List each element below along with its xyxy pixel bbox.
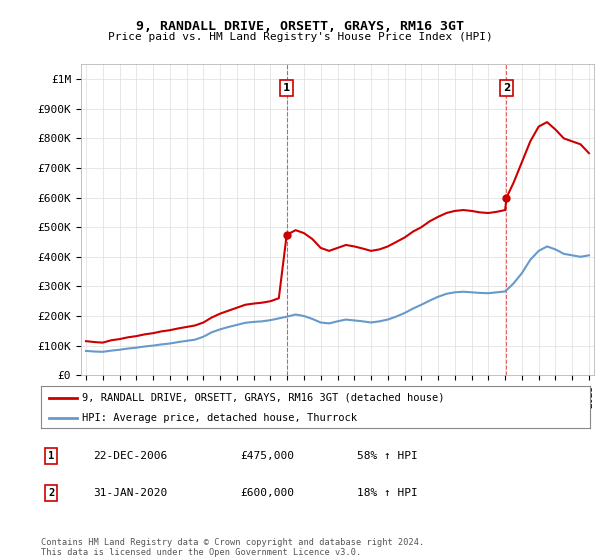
- Text: £600,000: £600,000: [240, 488, 294, 498]
- Text: 9, RANDALL DRIVE, ORSETT, GRAYS, RM16 3GT: 9, RANDALL DRIVE, ORSETT, GRAYS, RM16 3G…: [136, 20, 464, 32]
- Text: 58% ↑ HPI: 58% ↑ HPI: [357, 451, 418, 461]
- Text: 31-JAN-2020: 31-JAN-2020: [93, 488, 167, 498]
- Text: £475,000: £475,000: [240, 451, 294, 461]
- Text: Contains HM Land Registry data © Crown copyright and database right 2024.
This d: Contains HM Land Registry data © Crown c…: [41, 538, 424, 557]
- Text: 1: 1: [283, 83, 290, 93]
- Text: 1: 1: [48, 451, 54, 461]
- Text: 2: 2: [48, 488, 54, 498]
- Text: 9, RANDALL DRIVE, ORSETT, GRAYS, RM16 3GT (detached house): 9, RANDALL DRIVE, ORSETT, GRAYS, RM16 3G…: [82, 393, 445, 403]
- Text: 18% ↑ HPI: 18% ↑ HPI: [357, 488, 418, 498]
- Text: 2: 2: [503, 83, 510, 93]
- Text: 22-DEC-2006: 22-DEC-2006: [93, 451, 167, 461]
- Text: HPI: Average price, detached house, Thurrock: HPI: Average price, detached house, Thur…: [82, 413, 357, 423]
- Text: Price paid vs. HM Land Registry's House Price Index (HPI): Price paid vs. HM Land Registry's House …: [107, 32, 493, 43]
